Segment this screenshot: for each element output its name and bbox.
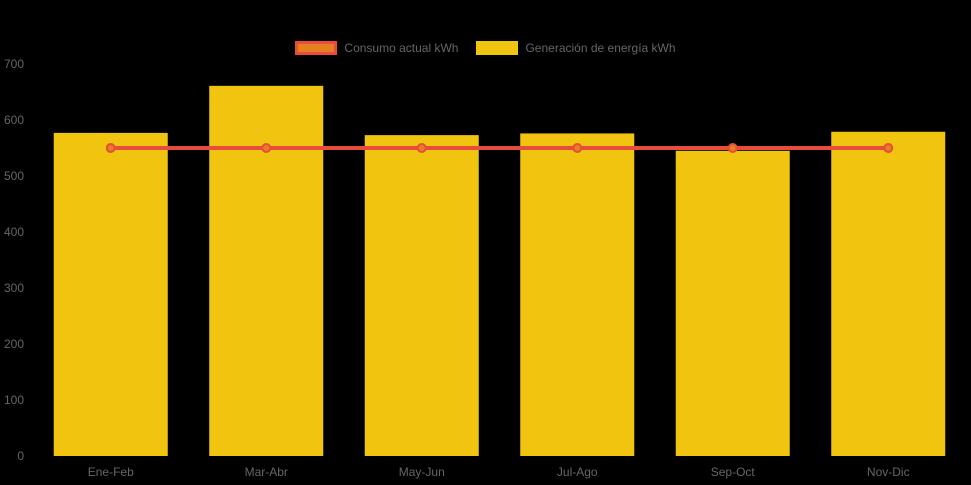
bar-Mar-Abr[interactable] bbox=[209, 85, 324, 456]
y-axis-tick-label: 500 bbox=[4, 169, 24, 183]
legend-item-generacion[interactable]: Generación de energía kWh bbox=[476, 41, 676, 55]
legend-item-consumo[interactable]: Consumo actual kWh bbox=[295, 41, 458, 55]
bar-Jul-Ago[interactable] bbox=[520, 133, 635, 456]
y-axis-tick-label: 700 bbox=[4, 57, 24, 71]
bar-May-Jun[interactable] bbox=[364, 135, 479, 456]
chart-legend: Consumo actual kWh Generación de energía… bbox=[0, 41, 971, 55]
line-point-May-Jun[interactable] bbox=[416, 143, 427, 153]
bar-Nov-Dic[interactable] bbox=[831, 131, 946, 456]
y-axis-tick-label: 100 bbox=[4, 393, 24, 407]
bar-Ene-Feb[interactable] bbox=[53, 132, 168, 456]
bar-Sep-Oct[interactable] bbox=[675, 150, 790, 457]
y-axis-tick-label: 0 bbox=[17, 449, 24, 463]
y-axis-tick-label: 400 bbox=[4, 225, 24, 239]
line-point-Jul-Ago[interactable] bbox=[572, 143, 583, 153]
line-point-Nov-Dic[interactable] bbox=[883, 143, 894, 153]
legend-swatch-consumo-icon bbox=[295, 41, 338, 55]
x-axis-category-label: Sep-Oct bbox=[711, 465, 756, 479]
legend-label-consumo: Consumo actual kWh bbox=[344, 41, 459, 55]
y-axis-tick-label: 200 bbox=[4, 337, 24, 351]
x-axis-category-label: Nov-Dic bbox=[867, 465, 910, 479]
x-axis-category-label: Jul-Ago bbox=[557, 465, 598, 479]
y-axis-tick-label: 600 bbox=[4, 113, 24, 127]
x-axis-category-label: Mar-Abr bbox=[245, 465, 288, 479]
line-point-Ene-Feb[interactable] bbox=[105, 143, 116, 153]
legend-label-generacion: Generación de energía kWh bbox=[525, 41, 676, 55]
line-point-Mar-Abr[interactable] bbox=[261, 143, 272, 153]
y-axis-tick-label: 300 bbox=[4, 281, 24, 295]
line-point-Sep-Oct[interactable] bbox=[727, 143, 738, 153]
x-axis-category-label: May-Jun bbox=[399, 465, 445, 479]
x-axis-category-label: Ene-Feb bbox=[88, 465, 134, 479]
legend-swatch-generacion-icon bbox=[476, 41, 519, 55]
